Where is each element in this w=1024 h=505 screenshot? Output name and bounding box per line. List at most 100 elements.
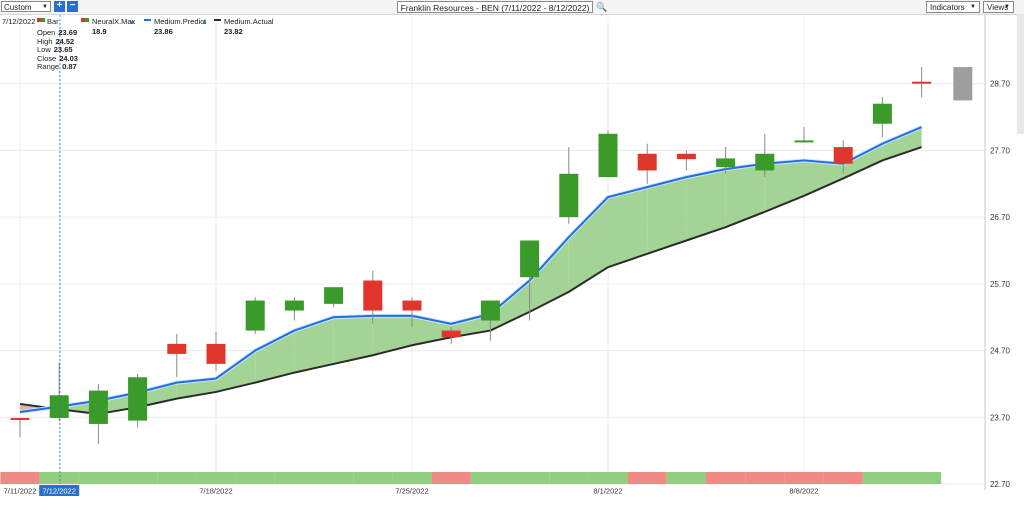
views-dropdown[interactable]: Views ▼ [983, 1, 1014, 13]
signal-strip-cell [745, 472, 785, 484]
indicators-dropdown[interactable]: Indicators ▼ [926, 1, 980, 13]
signal-strip-cell [274, 472, 314, 484]
prediction-spread-area [725, 163, 765, 228]
signal-strip-cell [666, 472, 706, 484]
prediction-spread-area [255, 330, 295, 383]
preset-dropdown[interactable]: Custom ▼ [1, 1, 51, 12]
actual-legend-swatch [214, 19, 221, 21]
signal-strip-cell [706, 472, 746, 484]
signal-strip-cell [39, 472, 79, 484]
candle-body[interactable] [716, 158, 736, 168]
high-value: 24.52 [55, 36, 75, 46]
signal-strip-cell [118, 472, 158, 484]
candle-body[interactable] [284, 300, 304, 311]
candle-body[interactable] [128, 377, 148, 421]
signal-strip-cell [78, 472, 118, 484]
bar-legend-swatch-down [37, 18, 41, 22]
ohlc-readout: Open 23.69 High 24.52 Low 23.65 Close 24.03 … [37, 28, 78, 72]
legend-bar-label: Bar [47, 17, 59, 26]
candle-body[interactable] [520, 240, 540, 278]
candle-body[interactable] [872, 103, 892, 124]
close-label: Close [37, 53, 57, 63]
x-tick-label: 7/11/2022 [4, 487, 37, 496]
views-label: Views [987, 3, 1009, 12]
candle-body[interactable] [480, 300, 500, 321]
open-value: 23.69 [58, 28, 78, 37]
neuralx-info-dot [131, 21, 134, 24]
candle-body[interactable] [559, 173, 579, 218]
signal-strip-cell [549, 472, 589, 484]
high-label: High [37, 36, 53, 46]
signal-strip-cell [627, 472, 667, 484]
chart-title-field[interactable]: Franklin Resources - BEN (7/11/2022 - 8/… [397, 1, 593, 13]
candle-body[interactable] [912, 81, 932, 84]
y-tick-label: 22.70 [990, 480, 1011, 489]
projected-bar[interactable] [953, 67, 973, 101]
candle-body[interactable] [10, 417, 30, 420]
candle-body[interactable] [755, 153, 775, 171]
signal-strip-cell [470, 472, 510, 484]
candle-body[interactable] [88, 390, 108, 424]
zoom-out-button[interactable]: − [67, 1, 78, 12]
prediction-spread-area [647, 177, 687, 254]
signal-strip-cell [0, 472, 40, 484]
y-tick-label: 27.70 [990, 146, 1011, 155]
signal-strip-cell [353, 472, 393, 484]
x-tick-label: 7/12/2022 [43, 487, 76, 496]
predict-legend-swatch [144, 19, 151, 21]
x-tick-label: 8/8/2022 [789, 487, 818, 496]
y-tick-label: 24.70 [990, 347, 1011, 356]
prediction-spread-area [804, 160, 844, 196]
chart-toolbar: Custom ▼ + − Franklin Resources - BEN (7… [0, 0, 1024, 15]
prediction-spread-area [608, 187, 648, 268]
prediction-spread-area [216, 350, 256, 392]
candle-body[interactable] [598, 133, 618, 178]
prediction-spread-area [882, 127, 922, 161]
zoom-in-button[interactable]: + [54, 1, 65, 12]
search-icon[interactable]: 🔍 [596, 2, 608, 12]
y-tick-label: 26.70 [990, 213, 1011, 222]
candle-body[interactable] [637, 153, 657, 171]
chevron-down-icon: ▼ [42, 4, 48, 10]
bar-legend-swatch-up [41, 18, 45, 22]
candle-body[interactable] [363, 280, 383, 311]
signal-strip-cell [235, 472, 275, 484]
candle-body[interactable] [833, 147, 853, 164]
signal-strip-cell [588, 472, 628, 484]
signal-strip-cell [431, 472, 471, 484]
range-label: Range [37, 62, 60, 72]
candle-body[interactable] [167, 343, 187, 354]
neuralx-legend-swatch-up [85, 18, 89, 22]
candle-body[interactable] [441, 330, 461, 338]
indicators-label: Indicators [930, 3, 965, 12]
x-tick-label: 8/1/2022 [593, 487, 622, 496]
candle-body[interactable] [794, 140, 814, 143]
low-label: Low [37, 45, 51, 55]
signal-strip-cell [196, 472, 236, 484]
chevron-down-icon: ▼ [1004, 4, 1010, 10]
right-scrollbar[interactable] [1017, 14, 1024, 134]
prediction-spread-area [490, 280, 530, 331]
candle-body[interactable] [402, 300, 422, 311]
legend-date: 7/12/2022 [2, 17, 36, 26]
candle-body[interactable] [245, 300, 265, 331]
candle-body[interactable] [206, 343, 226, 364]
range-value: 0.87 [62, 62, 77, 72]
x-tick-label: 7/18/2022 [199, 487, 232, 496]
close-value: 24.03 [59, 53, 78, 63]
candle-body[interactable] [676, 153, 696, 160]
medium-actual-line [19, 146, 922, 415]
signal-strip-cell [510, 472, 550, 484]
legend-actual-label: Medium.Actual [224, 17, 274, 26]
candle-body[interactable] [49, 395, 69, 418]
legend-neuralx-label: NeuralX.Max [92, 17, 136, 26]
candle-body[interactable] [324, 287, 344, 304]
legend-actual-value: 23.82 [224, 27, 243, 36]
y-tick-label: 28.70 [990, 80, 1011, 89]
signal-strip-cell [784, 472, 824, 484]
signal-strip-cell [862, 472, 902, 484]
legend-predict-label: Medium.Predict [154, 17, 207, 26]
prediction-spread-area [843, 143, 883, 179]
legend-predict-value: 23.86 [154, 27, 173, 36]
